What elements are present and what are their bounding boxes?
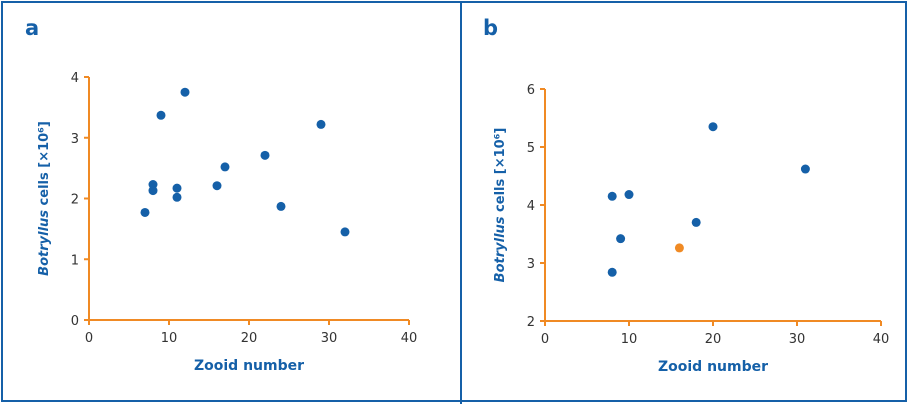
panel-label-a: a — [25, 16, 40, 40]
y-tick-label: 6 — [527, 83, 535, 98]
data-point — [212, 181, 222, 191]
x-tick-label: 20 — [241, 331, 258, 346]
data-point — [340, 227, 350, 237]
data-point — [172, 183, 182, 193]
data-point — [691, 217, 701, 227]
y-tick-label: 2 — [527, 315, 535, 330]
x-tick-label: 10 — [621, 332, 638, 347]
y-tick-label: 1 — [71, 253, 79, 268]
data-point — [316, 119, 326, 129]
x-axis-label: Zooid number — [194, 358, 304, 374]
data-point — [156, 110, 166, 120]
y-tick-label: 4 — [71, 71, 79, 86]
data-point — [172, 192, 182, 202]
data-point-highlight — [674, 243, 684, 253]
y-axis-label: Botryllus cells [×10⁶] — [37, 121, 52, 276]
data-point — [616, 234, 626, 244]
panel-label-b: b — [483, 16, 499, 40]
y-tick-label: 3 — [527, 257, 535, 272]
data-point — [140, 207, 150, 217]
x-tick-label: 40 — [401, 331, 418, 346]
data-point — [708, 122, 718, 132]
x-tick-label: 40 — [873, 332, 890, 347]
data-point — [800, 164, 810, 174]
x-tick-label: 20 — [705, 332, 722, 347]
y-axis-label-italic: Botryllus — [37, 210, 52, 276]
x-tick-label: 10 — [161, 331, 178, 346]
x-tick-label: 0 — [85, 331, 93, 346]
data-point — [220, 162, 230, 172]
y-axis-label-rest: cells [×10⁶] — [37, 121, 52, 210]
data-point — [607, 191, 617, 201]
data-point — [260, 150, 270, 160]
y-tick-label: 2 — [71, 193, 79, 208]
x-tick-label: 30 — [321, 331, 338, 346]
y-tick-label: 0 — [71, 314, 79, 329]
data-point — [276, 201, 286, 211]
data-point — [624, 190, 634, 200]
y-tick-label: 4 — [527, 199, 535, 214]
data-point — [148, 186, 158, 196]
y-axis-label: Botryllus cells [×10⁶] — [493, 128, 508, 283]
panel-divider — [460, 1, 462, 404]
x-tick-label: 0 — [541, 332, 549, 347]
data-point — [607, 267, 617, 277]
y-axis-label-rest: cells [×10⁶] — [493, 128, 508, 217]
data-point — [180, 87, 190, 97]
x-tick-label: 30 — [789, 332, 806, 347]
y-tick-label: 3 — [71, 132, 79, 147]
y-axis-label-italic: Botryllus — [493, 216, 508, 282]
x-axis-label: Zooid number — [658, 359, 768, 375]
y-tick-label: 5 — [527, 141, 535, 156]
